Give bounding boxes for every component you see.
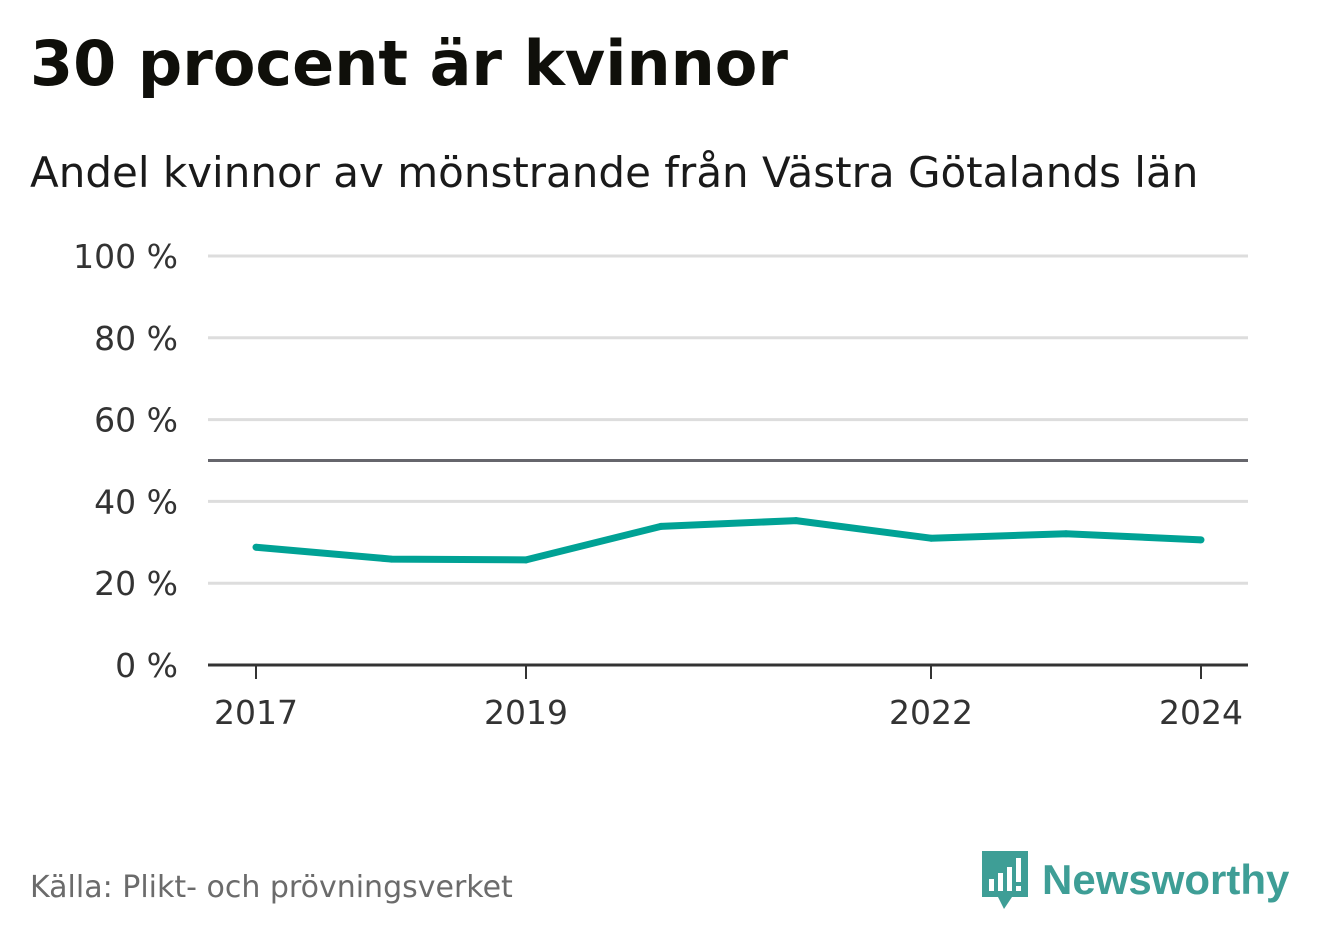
data-point-2022 xyxy=(927,534,935,542)
data-point-2018 xyxy=(387,555,395,563)
data-point-2024 xyxy=(1197,536,1205,544)
series-line-0 xyxy=(255,517,1202,564)
x-tick-label-2017: 2017 xyxy=(214,693,298,732)
newsworthy-logo-icon xyxy=(982,851,1028,909)
data-point-2017 xyxy=(252,543,260,551)
chart-title: 30 procent är kvinnor xyxy=(30,27,788,100)
x-tick-label-2022: 2022 xyxy=(889,693,973,732)
y-tick-label-60: 60 % xyxy=(94,401,178,440)
newsworthy-logo: Newsworthy xyxy=(980,848,1289,912)
y-tick-label-80: 80 % xyxy=(94,319,178,358)
y-tick-label-0: 0 % xyxy=(115,646,178,685)
data-point-2019 xyxy=(522,556,530,564)
x-axis-ticks: 2017 2019 2022 2024 xyxy=(214,665,1243,732)
y-axis-ticks: 0 % 20 % 40 % 60 % 80 % 100 % xyxy=(73,237,178,685)
x-tick-label-2024: 2024 xyxy=(1159,693,1243,732)
data-point-2020 xyxy=(657,522,665,530)
data-point-2021 xyxy=(792,517,800,525)
brand-name: Newsworthy xyxy=(1042,856,1290,903)
gridlines xyxy=(208,254,1248,585)
x-tick-label-2019: 2019 xyxy=(484,693,568,732)
source-note: Källa: Plikt- och prövningsverket xyxy=(30,870,513,905)
series-layer xyxy=(252,517,1205,564)
y-tick-label-100: 100 % xyxy=(73,237,178,276)
chart-subtitle: Andel kvinnor av mönstrande från Västra … xyxy=(30,148,1199,197)
y-tick-label-20: 20 % xyxy=(94,564,178,603)
y-tick-label-40: 40 % xyxy=(94,482,178,521)
line-chart: 0 % 20 % 40 % 60 % 80 % 100 % 2017 2019 2022 202… xyxy=(73,237,1248,732)
data-point-2023 xyxy=(1062,530,1070,538)
